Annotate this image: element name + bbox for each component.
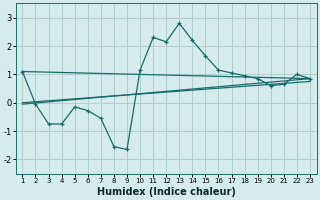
X-axis label: Humidex (Indice chaleur): Humidex (Indice chaleur) [97,187,236,197]
